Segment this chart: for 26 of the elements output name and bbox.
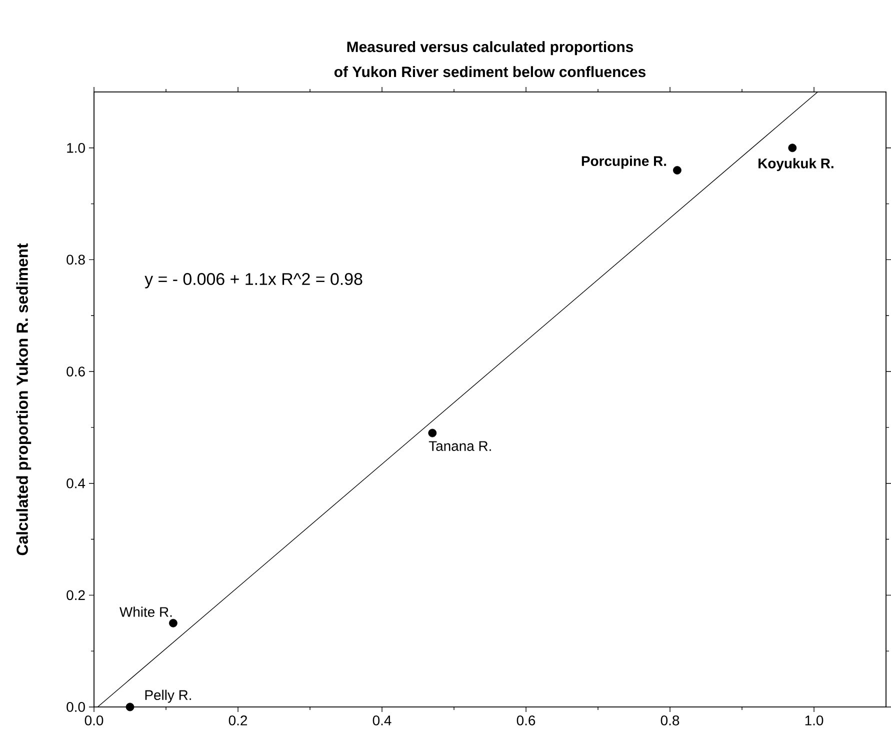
y-tick-label: 0.0 <box>66 702 85 712</box>
annotation: Tanana R. <box>428 441 491 451</box>
annotation: White R. <box>120 606 172 617</box>
point <box>788 144 797 152</box>
chart-title: Measured versus calculated proportions <box>347 41 634 56</box>
y-tick-label: 0.2 <box>66 590 85 600</box>
point <box>673 166 682 174</box>
x-tick-label: 1.0 <box>805 715 824 726</box>
point <box>428 428 437 438</box>
y-tick-label: 0.8 <box>66 254 85 265</box>
x-tick-label: 0.8 <box>660 715 680 726</box>
annotation: Porcupine R. <box>582 156 666 169</box>
annotation: Pelly R. <box>145 690 191 703</box>
point <box>126 702 134 712</box>
y-axis-title: Calculated proportion Yukon R. sediment <box>16 243 32 556</box>
x-tick-label: 0.6 <box>516 715 536 726</box>
chart-subtitle: of Yukon River sediment below confluences <box>334 66 646 78</box>
y-tick-label: 0.4 <box>66 478 86 488</box>
annotation: Koyukuk R. <box>758 158 834 172</box>
point <box>169 618 178 628</box>
x-tick-label: 0.4 <box>372 715 392 726</box>
y-tick-label: 0.6 <box>66 366 85 376</box>
x-tick-label: 0.0 <box>84 715 104 726</box>
annotation: y = - 0.006 + 1.1x R^2 = 0.98 <box>144 273 362 288</box>
x-tick-label: 0.2 <box>228 715 248 726</box>
y-tick-label: 1.0 <box>67 142 85 153</box>
